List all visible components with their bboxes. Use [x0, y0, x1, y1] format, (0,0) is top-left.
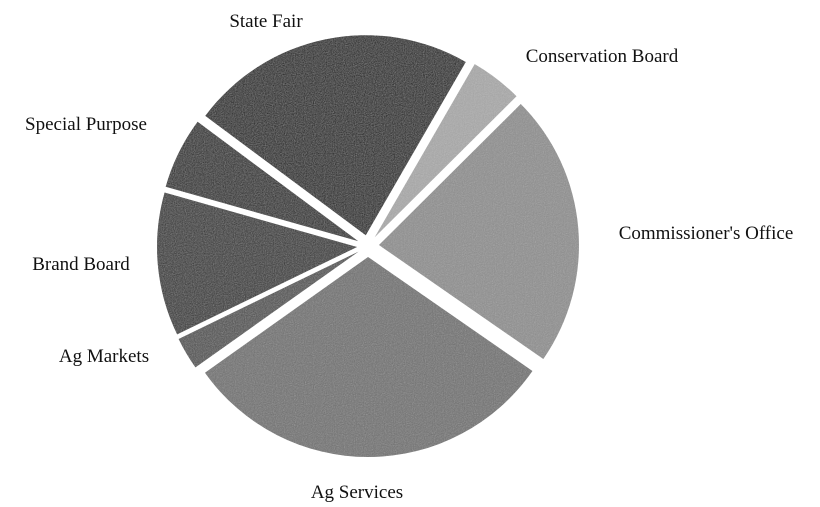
label-special-purpose: Special Purpose [25, 114, 147, 135]
pie-slice-ag-markets [178, 251, 359, 368]
label-commissioners-office: Commissioner's Office [619, 223, 794, 244]
label-ag-services: Ag Services [311, 482, 403, 503]
pie-slice-special-purpose [165, 121, 359, 242]
pie-slice-brand-board [157, 192, 358, 335]
pie-slice-ag-services [204, 256, 533, 457]
label-brand-board: Brand Board [32, 254, 130, 275]
label-state-fair: State Fair [229, 11, 303, 32]
label-ag-markets: Ag Markets [59, 346, 149, 367]
label-conservation-board: Conservation Board [526, 46, 679, 67]
pie-labels: State Fair Conservation Board Special Pu… [25, 11, 793, 503]
pie-slice-commissioner-s-office [378, 104, 579, 359]
pie-slice-conservation-board [374, 64, 517, 238]
pie-slice-state-fair [205, 35, 466, 236]
pie-slices [157, 35, 579, 457]
